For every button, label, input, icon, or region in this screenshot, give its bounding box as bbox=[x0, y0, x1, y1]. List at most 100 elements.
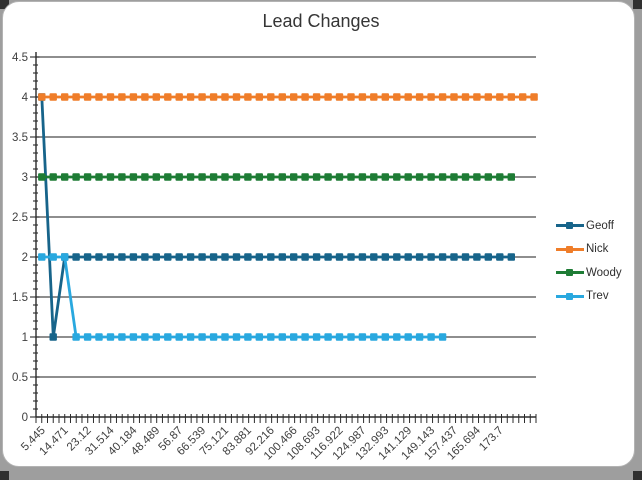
series-marker-trev[interactable] bbox=[164, 333, 172, 341]
series-marker-geoff[interactable] bbox=[404, 253, 412, 261]
series-marker-trev[interactable] bbox=[232, 333, 241, 341]
series-marker-nick[interactable] bbox=[244, 93, 252, 101]
series-marker-woody[interactable] bbox=[301, 173, 309, 181]
series-marker-trev[interactable] bbox=[129, 333, 138, 341]
series-marker-geoff[interactable] bbox=[72, 253, 80, 261]
series-marker-woody[interactable] bbox=[83, 173, 92, 181]
series-marker-trev[interactable] bbox=[427, 333, 435, 341]
series-marker-nick[interactable] bbox=[38, 93, 46, 101]
series-marker-trev[interactable] bbox=[106, 333, 115, 341]
series-marker-woody[interactable] bbox=[427, 173, 435, 181]
series-marker-nick[interactable] bbox=[95, 93, 103, 101]
legend-item-woody[interactable]: Woody bbox=[556, 261, 636, 285]
series-marker-woody[interactable] bbox=[38, 173, 46, 181]
series-marker-nick[interactable] bbox=[141, 93, 149, 101]
series-marker-nick[interactable] bbox=[438, 93, 447, 101]
series-marker-woody[interactable] bbox=[290, 173, 298, 181]
series-marker-nick[interactable] bbox=[61, 93, 69, 101]
series-marker-trev[interactable] bbox=[290, 333, 298, 341]
series-marker-geoff[interactable] bbox=[49, 333, 57, 341]
series-marker-geoff[interactable] bbox=[244, 253, 252, 261]
series-marker-trev[interactable] bbox=[72, 333, 80, 341]
series-marker-nick[interactable] bbox=[118, 93, 126, 101]
series-marker-trev[interactable] bbox=[49, 253, 57, 261]
legend-item-trev[interactable]: Trev bbox=[556, 285, 636, 309]
series-marker-geoff[interactable] bbox=[438, 253, 447, 261]
series-marker-woody[interactable] bbox=[450, 173, 458, 181]
series-marker-woody[interactable] bbox=[324, 173, 332, 181]
series-marker-woody[interactable] bbox=[473, 173, 481, 181]
series-marker-nick[interactable] bbox=[255, 93, 263, 101]
series-marker-nick[interactable] bbox=[381, 93, 389, 101]
series-marker-geoff[interactable] bbox=[473, 253, 481, 261]
series-marker-geoff[interactable] bbox=[175, 253, 183, 261]
series-marker-trev[interactable] bbox=[221, 333, 229, 341]
series-marker-woody[interactable] bbox=[507, 173, 515, 181]
series-marker-woody[interactable] bbox=[152, 173, 160, 181]
series-marker-nick[interactable] bbox=[209, 93, 218, 101]
series-marker-woody[interactable] bbox=[61, 173, 69, 181]
series-marker-geoff[interactable] bbox=[484, 253, 492, 261]
series-marker-woody[interactable] bbox=[393, 173, 401, 181]
series-marker-geoff[interactable] bbox=[232, 253, 241, 261]
series-marker-geoff[interactable] bbox=[415, 253, 424, 261]
series-marker-trev[interactable] bbox=[358, 333, 367, 341]
series-marker-nick[interactable] bbox=[358, 93, 367, 101]
series-marker-nick[interactable] bbox=[335, 93, 344, 101]
series-marker-trev[interactable] bbox=[324, 333, 332, 341]
series-marker-trev[interactable] bbox=[404, 333, 412, 341]
series-marker-geoff[interactable] bbox=[186, 253, 195, 261]
legend-item-nick[interactable]: Nick bbox=[556, 238, 636, 262]
series-marker-woody[interactable] bbox=[415, 173, 424, 181]
series-marker-woody[interactable] bbox=[232, 173, 241, 181]
series-marker-woody[interactable] bbox=[255, 173, 263, 181]
series-marker-trev[interactable] bbox=[255, 333, 263, 341]
series-marker-nick[interactable] bbox=[404, 93, 412, 101]
legend[interactable]: Geoff Nick Woody Trev bbox=[556, 214, 636, 308]
series-marker-nick[interactable] bbox=[152, 93, 160, 101]
series-marker-geoff[interactable] bbox=[141, 253, 149, 261]
series-marker-nick[interactable] bbox=[324, 93, 332, 101]
series-marker-geoff[interactable] bbox=[95, 253, 103, 261]
series-marker-nick[interactable] bbox=[461, 93, 470, 101]
series-marker-nick[interactable] bbox=[347, 93, 355, 101]
series-marker-trev[interactable] bbox=[244, 333, 252, 341]
series-marker-geoff[interactable] bbox=[278, 253, 286, 261]
series-marker-trev[interactable] bbox=[152, 333, 160, 341]
series-marker-woody[interactable] bbox=[358, 173, 367, 181]
series-marker-woody[interactable] bbox=[438, 173, 447, 181]
series-marker-geoff[interactable] bbox=[209, 253, 218, 261]
series-marker-woody[interactable] bbox=[484, 173, 492, 181]
series-marker-geoff[interactable] bbox=[83, 253, 92, 261]
series-marker-nick[interactable] bbox=[370, 93, 378, 101]
series-marker-nick[interactable] bbox=[106, 93, 115, 101]
series-marker-nick[interactable] bbox=[129, 93, 138, 101]
series-marker-nick[interactable] bbox=[519, 93, 527, 101]
series-marker-woody[interactable] bbox=[404, 173, 412, 181]
series-marker-woody[interactable] bbox=[164, 173, 172, 181]
series-marker-trev[interactable] bbox=[278, 333, 286, 341]
series-marker-geoff[interactable] bbox=[324, 253, 332, 261]
series-marker-trev[interactable] bbox=[438, 333, 447, 341]
series-marker-trev[interactable] bbox=[415, 333, 424, 341]
series-marker-woody[interactable] bbox=[381, 173, 389, 181]
series-marker-trev[interactable] bbox=[312, 333, 321, 341]
series-marker-nick[interactable] bbox=[507, 93, 515, 101]
series-marker-nick[interactable] bbox=[450, 93, 458, 101]
series-marker-woody[interactable] bbox=[209, 173, 218, 181]
series-marker-nick[interactable] bbox=[393, 93, 401, 101]
series-marker-woody[interactable] bbox=[221, 173, 229, 181]
series-marker-trev[interactable] bbox=[118, 333, 126, 341]
series-marker-geoff[interactable] bbox=[450, 253, 458, 261]
series-marker-geoff[interactable] bbox=[129, 253, 138, 261]
series-marker-trev[interactable] bbox=[347, 333, 355, 341]
series-marker-woody[interactable] bbox=[175, 173, 183, 181]
legend-item-geoff[interactable]: Geoff bbox=[556, 214, 636, 238]
series-marker-trev[interactable] bbox=[83, 333, 92, 341]
series-marker-woody[interactable] bbox=[496, 173, 504, 181]
series-marker-woody[interactable] bbox=[347, 173, 355, 181]
series-marker-geoff[interactable] bbox=[267, 253, 275, 261]
series-marker-nick[interactable] bbox=[83, 93, 92, 101]
series-marker-nick[interactable] bbox=[221, 93, 229, 101]
series-marker-woody[interactable] bbox=[72, 173, 80, 181]
